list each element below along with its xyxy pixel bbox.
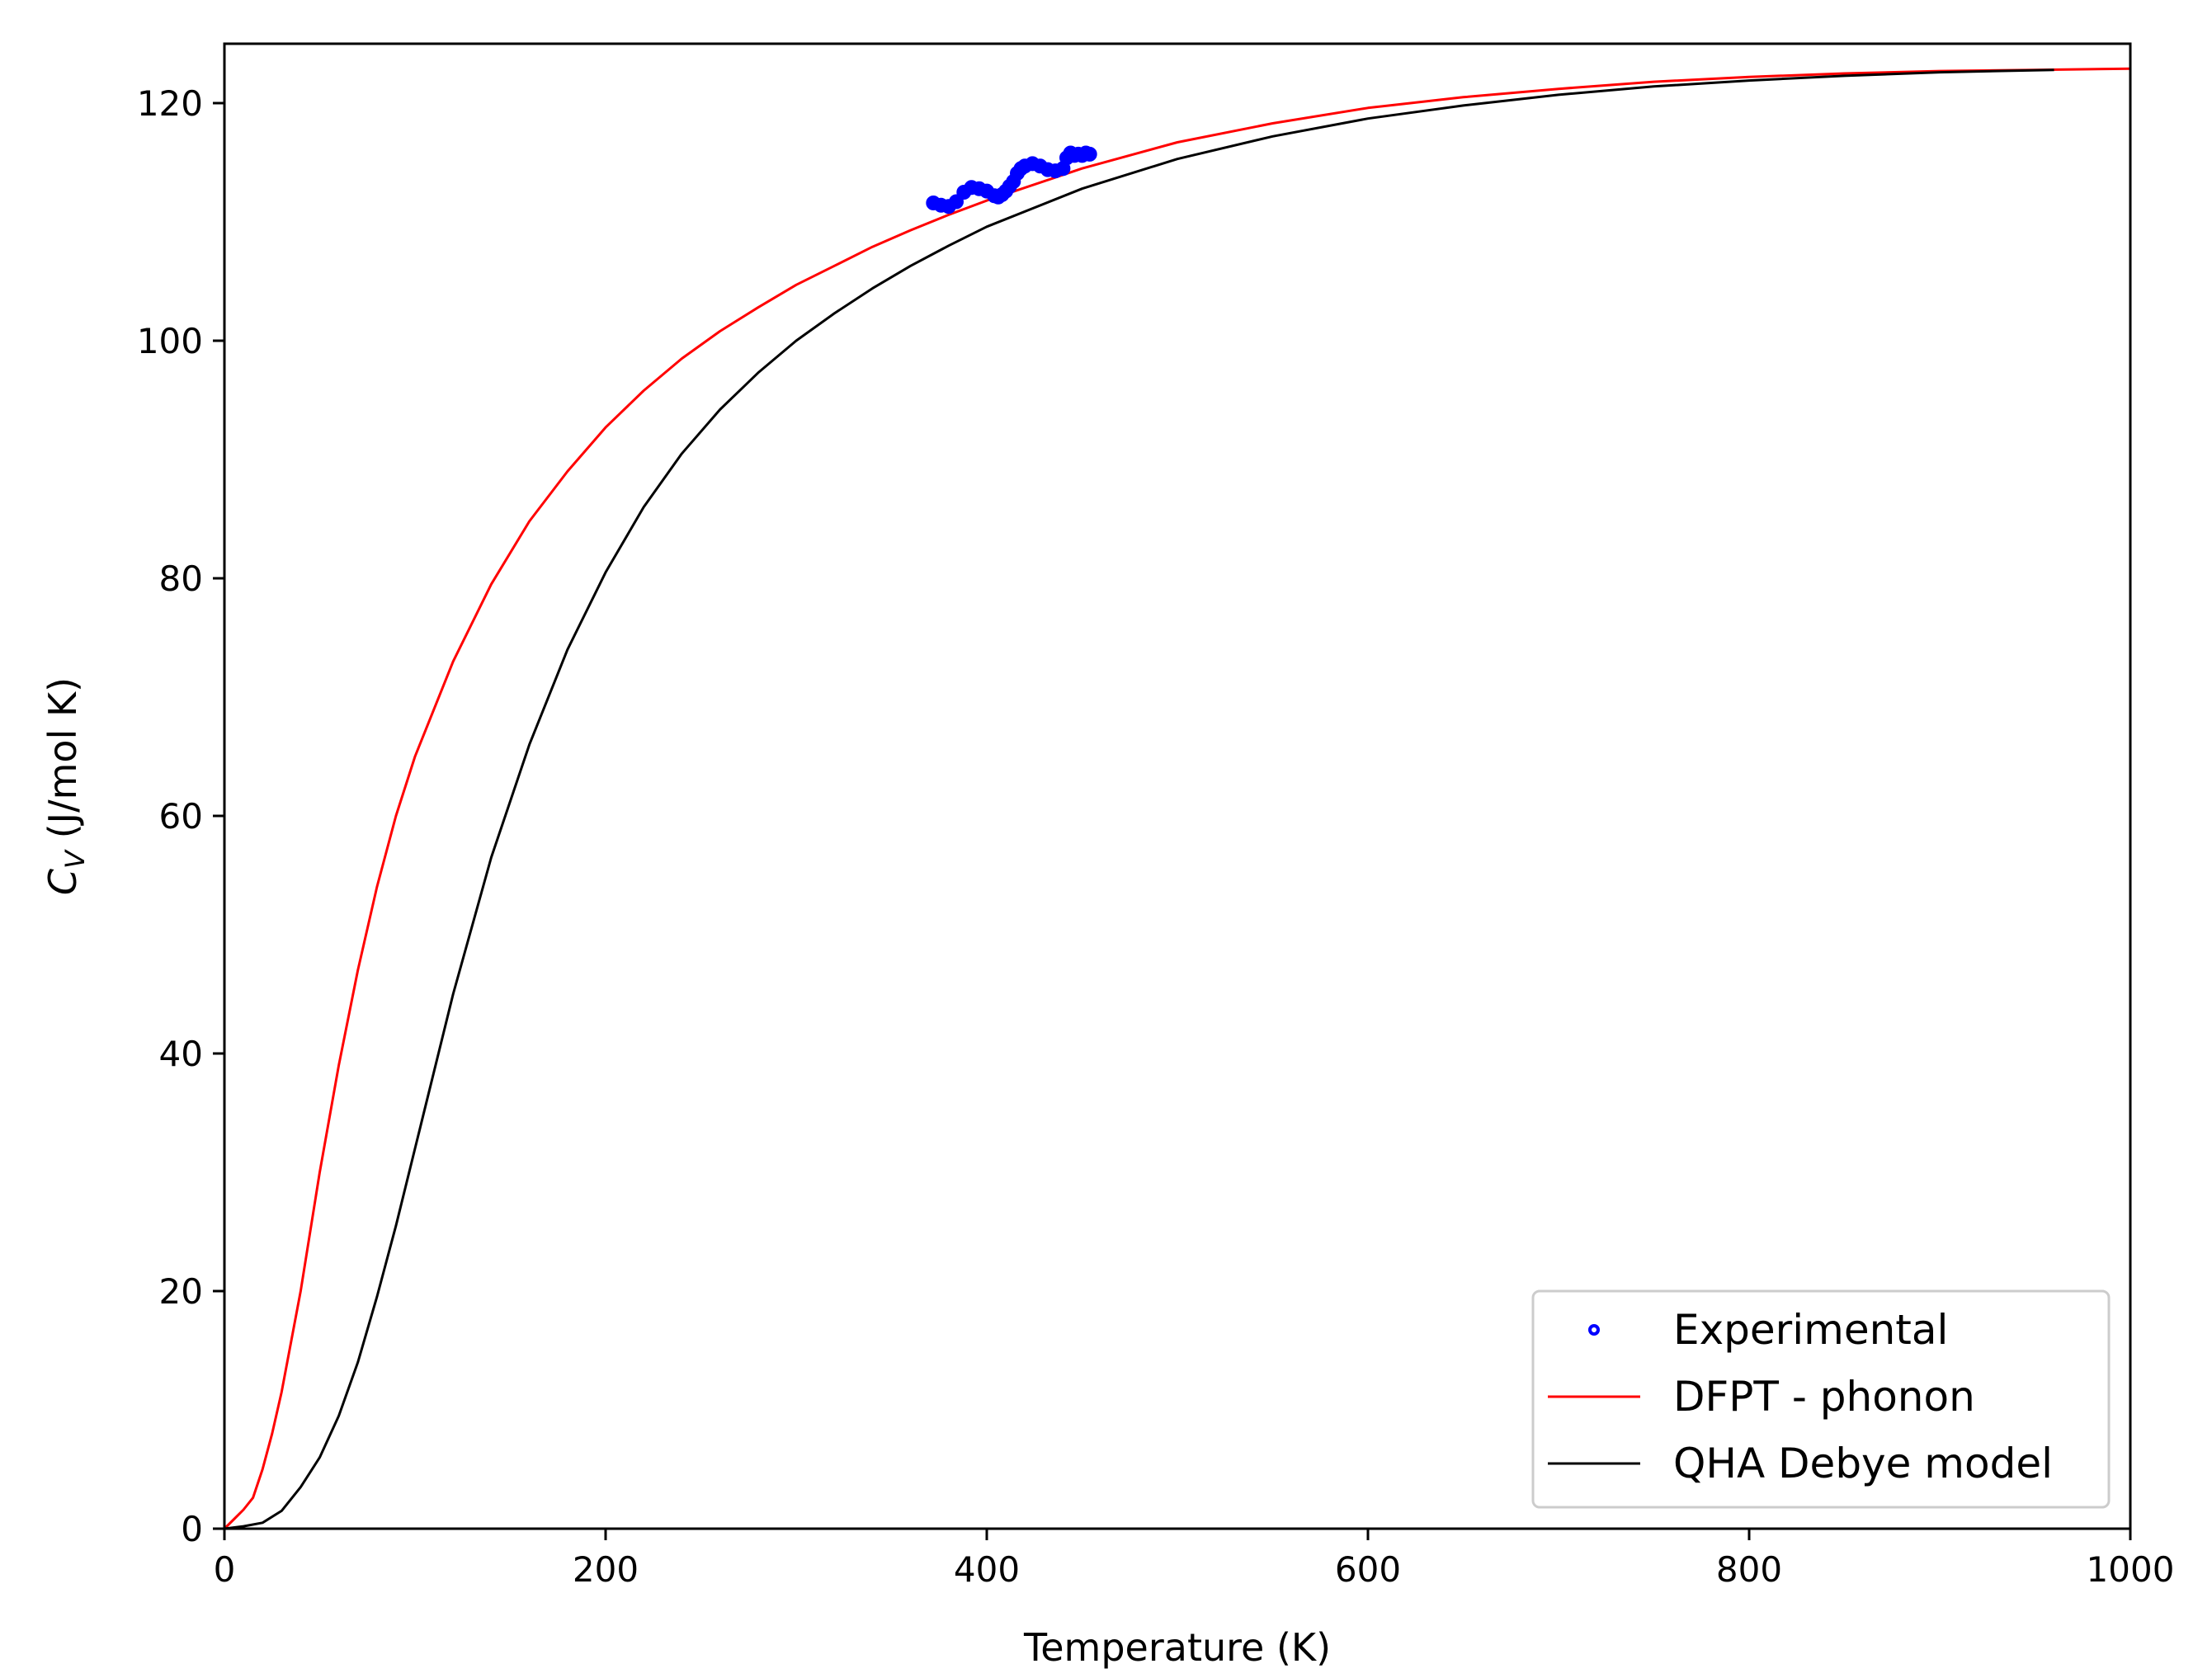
x-axis-title: Temperature (K)	[1023, 1625, 1331, 1670]
x-tick-label: 200	[573, 1549, 639, 1590]
y-axis-title: CV (J/mol K)	[40, 677, 91, 895]
legend: Experimental DFPT - phonon QHA Debye mod…	[1531, 1289, 2111, 1509]
legend-label-experimental: Experimental	[1673, 1306, 1948, 1354]
x-tick-label: 1000	[2087, 1549, 2175, 1590]
legend-label-dfpt-phonon: DFPT - phonon	[1673, 1373, 1975, 1421]
y-tick-label: 0	[181, 1509, 203, 1549]
y-axis-title-subscript: V	[59, 849, 91, 869]
series-line-dfpt-phonon	[224, 67, 2130, 1529]
y-tick-label: 20	[159, 1271, 203, 1312]
x-axis: 0 200 400 600 800 1000	[214, 1529, 2175, 1590]
plot-frame	[223, 42, 2132, 1530]
y-axis-title-symbol: C	[40, 869, 85, 895]
data-point-experimental	[949, 194, 964, 210]
y-axis-title-rest: (J/mol K)	[40, 677, 85, 851]
x-tick-label: 400	[954, 1549, 1020, 1590]
y-tick-label: 100	[137, 321, 203, 361]
legend-box	[1531, 1289, 2111, 1509]
y-tick-label: 120	[137, 83, 203, 124]
y-tick-label: 60	[159, 796, 203, 837]
y-tick-label: 40	[159, 1034, 203, 1074]
y-tick-label: 80	[159, 559, 203, 599]
legend-label-qha-debye-model: QHA Debye model	[1673, 1440, 2053, 1487]
x-tick-label: 600	[1335, 1549, 1401, 1590]
series-line-qha-debye-model	[224, 68, 2054, 1529]
legend-marker-experimental	[1588, 1324, 1600, 1336]
x-tick-label: 800	[1716, 1549, 1782, 1590]
series-layer	[224, 67, 2130, 1529]
y-axis: 0 20 40 60 80 100 120	[137, 83, 224, 1549]
x-tick-label: 0	[214, 1549, 236, 1590]
data-point-experimental	[1082, 146, 1097, 162]
